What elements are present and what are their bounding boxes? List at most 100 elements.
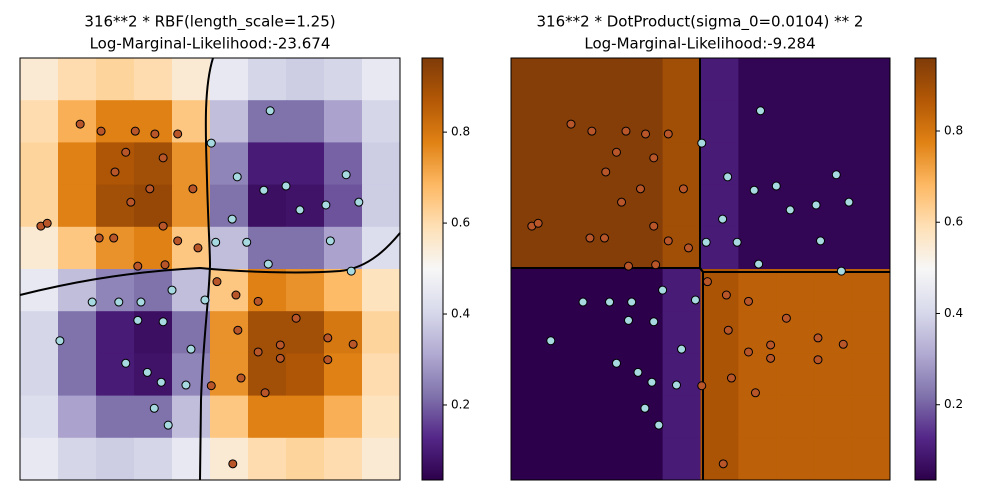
- heatmap-cell: [58, 184, 97, 228]
- heatmap-cell: [738, 100, 777, 143]
- heatmap-cell: [548, 184, 588, 228]
- data-point: [181, 380, 191, 390]
- heatmap-cell: [20, 58, 59, 101]
- heatmap-cell: [20, 226, 59, 270]
- data-point: [647, 377, 657, 387]
- data-point: [649, 153, 659, 163]
- colorbar: [914, 57, 937, 481]
- data-point: [242, 237, 252, 247]
- heatmap-cell: [58, 437, 97, 481]
- data-point: [96, 126, 106, 136]
- heatmap-cell: [210, 311, 249, 354]
- data-point: [683, 243, 693, 253]
- heatmap-cell: [20, 142, 59, 186]
- data-point: [133, 315, 143, 325]
- decision-boundary: [511, 58, 890, 480]
- data-point: [348, 339, 358, 349]
- heatmap-cell: [511, 395, 550, 439]
- heatmap-cell: [700, 437, 739, 481]
- heatmap-cell: [134, 58, 173, 101]
- data-point: [130, 126, 140, 136]
- heatmap-cell: [286, 58, 325, 101]
- heatmap-cell: [511, 311, 550, 354]
- heatmap-cell: [586, 184, 626, 228]
- heatmap-cell: [662, 437, 701, 481]
- heatmap-cell: [324, 269, 363, 312]
- data-point: [346, 266, 356, 276]
- heatmap-cell: [548, 311, 588, 354]
- heatmap-cell: [20, 395, 59, 439]
- data-point: [566, 119, 576, 129]
- heatmap-cell: [738, 142, 777, 186]
- data-point: [813, 355, 823, 365]
- heatmap-cell: [852, 353, 891, 397]
- data-point: [663, 236, 673, 246]
- heatmap-cell: [852, 395, 891, 439]
- heatmap-cell: [814, 395, 853, 439]
- heatmap-cell: [814, 437, 853, 481]
- heatmap-cell: [852, 100, 891, 143]
- heatmap-cell: [96, 184, 135, 228]
- heatmap-cell: [586, 311, 626, 354]
- heatmap-cell: [814, 100, 853, 143]
- heatmap-cell: [852, 184, 891, 228]
- colorbar-tick-label: 0.2: [451, 397, 470, 411]
- data-point: [838, 339, 848, 349]
- heatmap-cell: [662, 226, 701, 270]
- colorbar-tick-label: 0.4: [944, 306, 963, 320]
- decision-boundary: [19, 57, 401, 481]
- data-point: [167, 285, 177, 295]
- data-point: [260, 388, 270, 398]
- panel: 316**2 * DotProduct(sigma_0=0.0104) ** 2…: [510, 13, 963, 481]
- heatmap-cell: [662, 395, 701, 439]
- heatmap-cell: [700, 269, 739, 312]
- heatmap-cell: [324, 226, 363, 270]
- data-point: [42, 218, 52, 228]
- heatmap-cell: [548, 353, 588, 397]
- heatmap-cell: [586, 437, 626, 481]
- heatmap-cell: [96, 100, 135, 143]
- heatmap-cell: [776, 226, 815, 270]
- heatmap-cell: [586, 353, 626, 397]
- heatmap-cell: [248, 437, 287, 481]
- data-point: [702, 277, 712, 287]
- data-point: [158, 221, 168, 231]
- data-point: [341, 170, 351, 180]
- heatmap-cell: [362, 269, 401, 312]
- heatmap-cell: [96, 437, 135, 481]
- data-point: [145, 184, 155, 194]
- data-point: [136, 297, 146, 307]
- data-point: [633, 367, 643, 377]
- heatmap: [20, 58, 401, 481]
- heatmap-cell: [662, 142, 701, 186]
- data-point: [697, 381, 707, 391]
- data-point: [275, 353, 285, 363]
- data-point: [109, 233, 119, 243]
- colorbar-tick-label: 0.8: [451, 125, 470, 139]
- data-point: [173, 129, 183, 139]
- heatmap-cell: [172, 437, 211, 481]
- data-point: [55, 336, 65, 346]
- heatmap-cell: [248, 100, 287, 143]
- data-point: [585, 233, 595, 243]
- heatmap-cell: [776, 353, 815, 397]
- data-point: [611, 358, 621, 368]
- heatmap-cell: [286, 395, 325, 439]
- data-point: [227, 214, 237, 224]
- heatmap-cell: [20, 353, 59, 397]
- colorbar-tick-label: 0.6: [451, 216, 470, 230]
- heatmap-cell: [20, 311, 59, 354]
- heatmap-cell: [362, 58, 401, 101]
- data-point: [611, 147, 621, 157]
- data-point: [291, 313, 301, 323]
- data-point: [750, 388, 760, 398]
- data-point: [156, 377, 166, 387]
- data-point: [617, 197, 627, 207]
- data-point: [623, 315, 633, 325]
- data-point: [259, 185, 269, 195]
- heatmap-cell: [738, 395, 777, 439]
- data-point: [671, 380, 681, 390]
- heatmap-cell: [586, 142, 626, 186]
- data-point: [744, 347, 754, 357]
- data-point: [623, 261, 633, 271]
